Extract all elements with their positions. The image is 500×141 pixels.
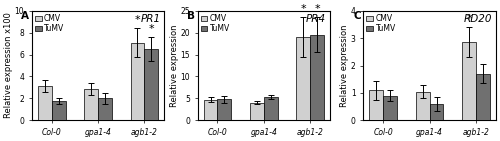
Bar [430,104,444,120]
Text: PR1: PR1 [140,14,160,24]
Text: A: A [21,11,29,21]
Bar [218,99,232,120]
Y-axis label: Relative expression: Relative expression [340,24,349,107]
Bar [383,96,397,120]
Text: *: * [134,15,140,25]
Bar [84,89,98,120]
Bar [204,100,218,120]
Text: *: * [300,4,306,14]
Bar [462,42,476,120]
Bar [52,101,66,120]
Text: *: * [314,4,320,14]
Text: PR4: PR4 [306,14,326,24]
Bar [264,97,278,120]
Bar [370,90,383,120]
Bar [38,86,52,120]
Legend: CMV, TuMV: CMV, TuMV [200,13,231,34]
Bar [416,92,430,120]
Legend: CMV, TuMV: CMV, TuMV [366,13,396,34]
Y-axis label: Relative expression x100: Relative expression x100 [4,13,13,118]
Text: *: * [148,24,154,34]
Text: RD20: RD20 [464,14,492,24]
Bar [296,37,310,120]
Bar [476,74,490,120]
Text: C: C [353,11,360,21]
Bar [144,49,158,120]
Text: *: * [466,14,472,24]
Legend: CMV, TuMV: CMV, TuMV [34,13,65,34]
Bar [98,98,112,120]
Text: B: B [187,11,195,21]
Bar [250,103,264,120]
Y-axis label: Relative expression: Relative expression [170,24,179,107]
Bar [130,43,144,120]
Bar [310,35,324,120]
